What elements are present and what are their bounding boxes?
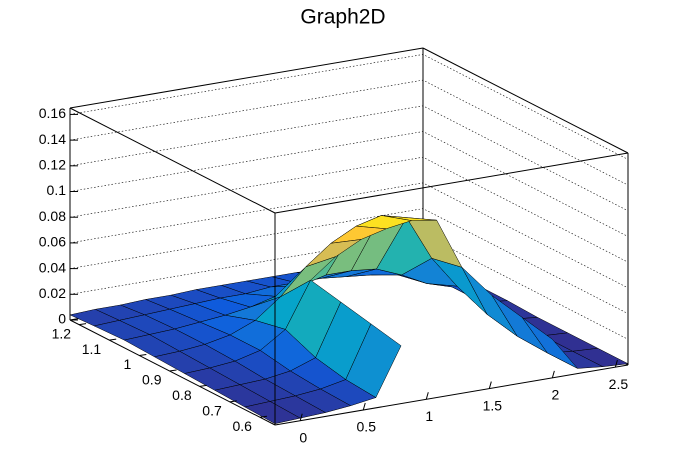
y-tick <box>139 354 147 357</box>
x-tick <box>614 360 618 368</box>
z-tick-label: 0.16 <box>39 105 66 121</box>
z-tick-label: 0.06 <box>39 234 66 250</box>
box-edge <box>69 319 276 426</box>
z-tick-label: 0 <box>58 311 66 327</box>
box-edge <box>274 152 629 214</box>
surface-cell <box>244 401 301 424</box>
x-tick <box>362 402 366 411</box>
z-tick-label: 0.14 <box>39 131 66 147</box>
box-edge <box>69 107 276 214</box>
y-tick-label: 1.1 <box>82 341 102 357</box>
grid-line <box>69 54 629 160</box>
y-tick <box>199 384 207 387</box>
grid-line <box>69 208 629 314</box>
z-tick-label: 0.02 <box>39 285 66 301</box>
y-tick-label: 0.6 <box>232 418 252 434</box>
grid-line <box>69 79 629 186</box>
x-tick-label: 1 <box>425 408 433 424</box>
y-tick-label: 1.2 <box>52 325 72 341</box>
x-tick <box>551 370 555 378</box>
z-tick-label: 0.1 <box>47 182 67 198</box>
box-edge <box>69 47 424 109</box>
box-edge <box>274 364 629 426</box>
x-tick <box>425 392 429 400</box>
x-tick-label: 0 <box>299 429 307 445</box>
grid-line <box>69 182 629 289</box>
y-tick <box>259 415 267 418</box>
y-tick-label: 0.9 <box>142 372 162 388</box>
x-tick-label: 1.5 <box>483 397 503 413</box>
x-tick <box>488 381 492 389</box>
y-tick-label: 0.8 <box>172 387 192 403</box>
y-tick <box>78 323 87 326</box>
y-tick <box>169 369 177 372</box>
x-tick-label: 2 <box>551 387 559 403</box>
grid-line <box>69 105 629 212</box>
grid-line <box>69 156 629 263</box>
y-tick-label: 1 <box>124 356 132 372</box>
z-tick-label: 0.12 <box>39 157 66 173</box>
grid-line <box>69 131 629 237</box>
y-tick-label: 0.7 <box>202 403 222 419</box>
surface-cell <box>522 317 578 369</box>
x-tick-label: 0.5 <box>357 419 377 435</box>
z-tick-label: 0.08 <box>39 208 66 224</box>
y-tick <box>229 400 237 403</box>
x-tick <box>299 413 303 421</box>
z-tick-label: 0.04 <box>39 259 66 275</box>
y-tick <box>109 338 117 341</box>
box-edge <box>422 47 629 154</box>
chart-title: Graph2D <box>300 6 385 29</box>
x-tick-label: 2.5 <box>609 376 629 392</box>
